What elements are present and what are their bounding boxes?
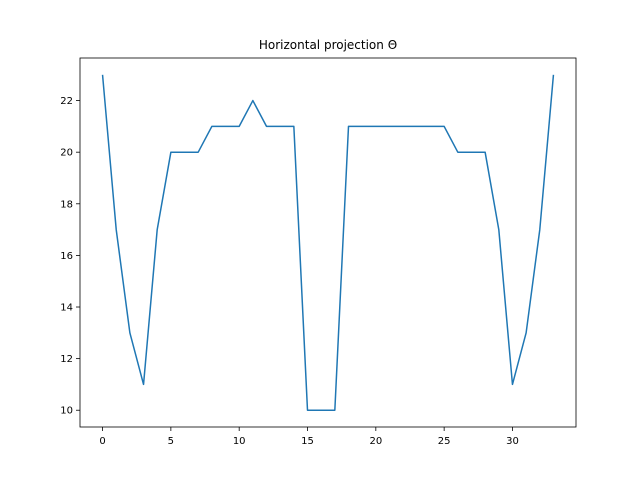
x-tick-label: 5 [168,436,174,447]
x-tick-label: 20 [369,436,382,447]
y-tick-label: 18 [60,199,73,210]
series-line [101,74,555,411]
x-tick-label: 15 [301,436,314,447]
y-tick-label: 14 [60,303,73,314]
x-tick-label: 25 [438,436,451,447]
x-tick-label: 0 [99,436,105,447]
y-tick-label: 16 [60,251,73,262]
chart-title: Horizontal projection Θ [259,38,397,52]
y-tick-label: 20 [60,148,73,159]
plot-area: 0 5 10 15 20 25 30 10 12 14 16 18 20 22 [60,57,577,447]
y-tick-label: 12 [60,354,73,365]
y-tick-label: 22 [60,96,73,107]
x-tick-label: 10 [233,436,246,447]
axes-frame [79,57,577,428]
y-tick-label: 10 [60,406,73,417]
x-tick-label: 30 [506,436,519,447]
